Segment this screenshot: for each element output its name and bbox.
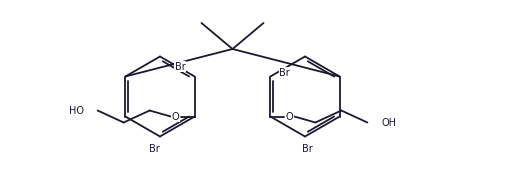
Text: OH: OH — [381, 118, 396, 128]
Text: O: O — [172, 112, 179, 121]
Text: Br: Br — [148, 144, 159, 154]
Text: Br: Br — [175, 61, 186, 72]
Text: O: O — [286, 112, 293, 121]
Text: Br: Br — [280, 68, 290, 77]
Text: HO: HO — [69, 105, 83, 116]
Text: Br: Br — [302, 144, 313, 154]
